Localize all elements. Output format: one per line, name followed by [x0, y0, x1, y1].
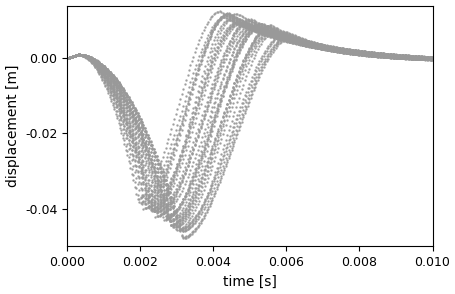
- Y-axis label: displacement [m]: displacement [m]: [5, 65, 20, 187]
- X-axis label: time [s]: time [s]: [222, 274, 276, 288]
